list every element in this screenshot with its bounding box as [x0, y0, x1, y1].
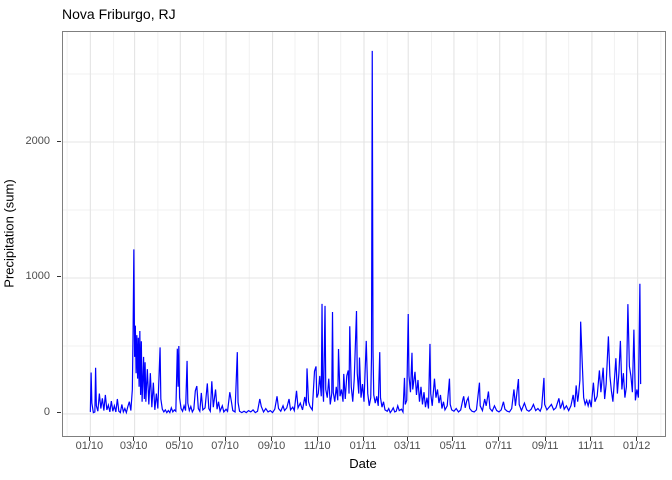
- y-tick-mark: [57, 276, 61, 278]
- x-tick-mark: [544, 436, 546, 441]
- plot-title: Nova Friburgo, RJ: [62, 6, 176, 22]
- x-tick-mark: [452, 436, 454, 441]
- y-tick-label: 1000: [25, 270, 50, 283]
- x-tick-label: 03/10: [119, 440, 148, 452]
- y-axis-title: Precipitation (sum): [1, 179, 17, 288]
- x-tick-mark: [271, 436, 273, 441]
- y-tick-mark: [57, 140, 61, 142]
- x-tick-label: 03/11: [393, 440, 421, 452]
- y-tick-label: 2000: [25, 134, 50, 147]
- precipitation-line-chart: [63, 32, 665, 436]
- plot-panel: [62, 31, 666, 437]
- x-tick-mark: [224, 436, 226, 441]
- x-tick-label: 09/10: [257, 440, 286, 452]
- x-tick-mark: [590, 436, 592, 441]
- x-tick-label: 01/11: [349, 440, 377, 452]
- x-tick-mark: [498, 436, 500, 441]
- x-tick-mark: [133, 436, 135, 441]
- x-tick-label: 07/11: [485, 440, 513, 452]
- x-tick-mark: [316, 436, 318, 441]
- y-tick-label: 0: [43, 406, 50, 419]
- x-tick-mark: [636, 436, 638, 441]
- x-axis-title: Date: [349, 456, 377, 471]
- x-tick-label: 01/12: [622, 440, 651, 452]
- x-tick-mark: [406, 436, 408, 441]
- x-tick-label: 05/10: [165, 440, 194, 452]
- x-tick-label: 11/10: [303, 440, 331, 452]
- x-tick-label: 05/11: [439, 440, 467, 452]
- x-tick-label: 09/11: [531, 440, 559, 452]
- x-tick-mark: [88, 436, 90, 441]
- x-tick-mark: [178, 436, 180, 441]
- data-line-daily-precipitation-sum: [89, 50, 642, 415]
- y-tick-mark: [57, 412, 61, 414]
- x-tick-label: 11/11: [577, 440, 604, 452]
- x-tick-label: 01/10: [75, 440, 104, 452]
- x-tick-label: 07/10: [211, 440, 239, 452]
- x-tick-mark: [362, 436, 364, 441]
